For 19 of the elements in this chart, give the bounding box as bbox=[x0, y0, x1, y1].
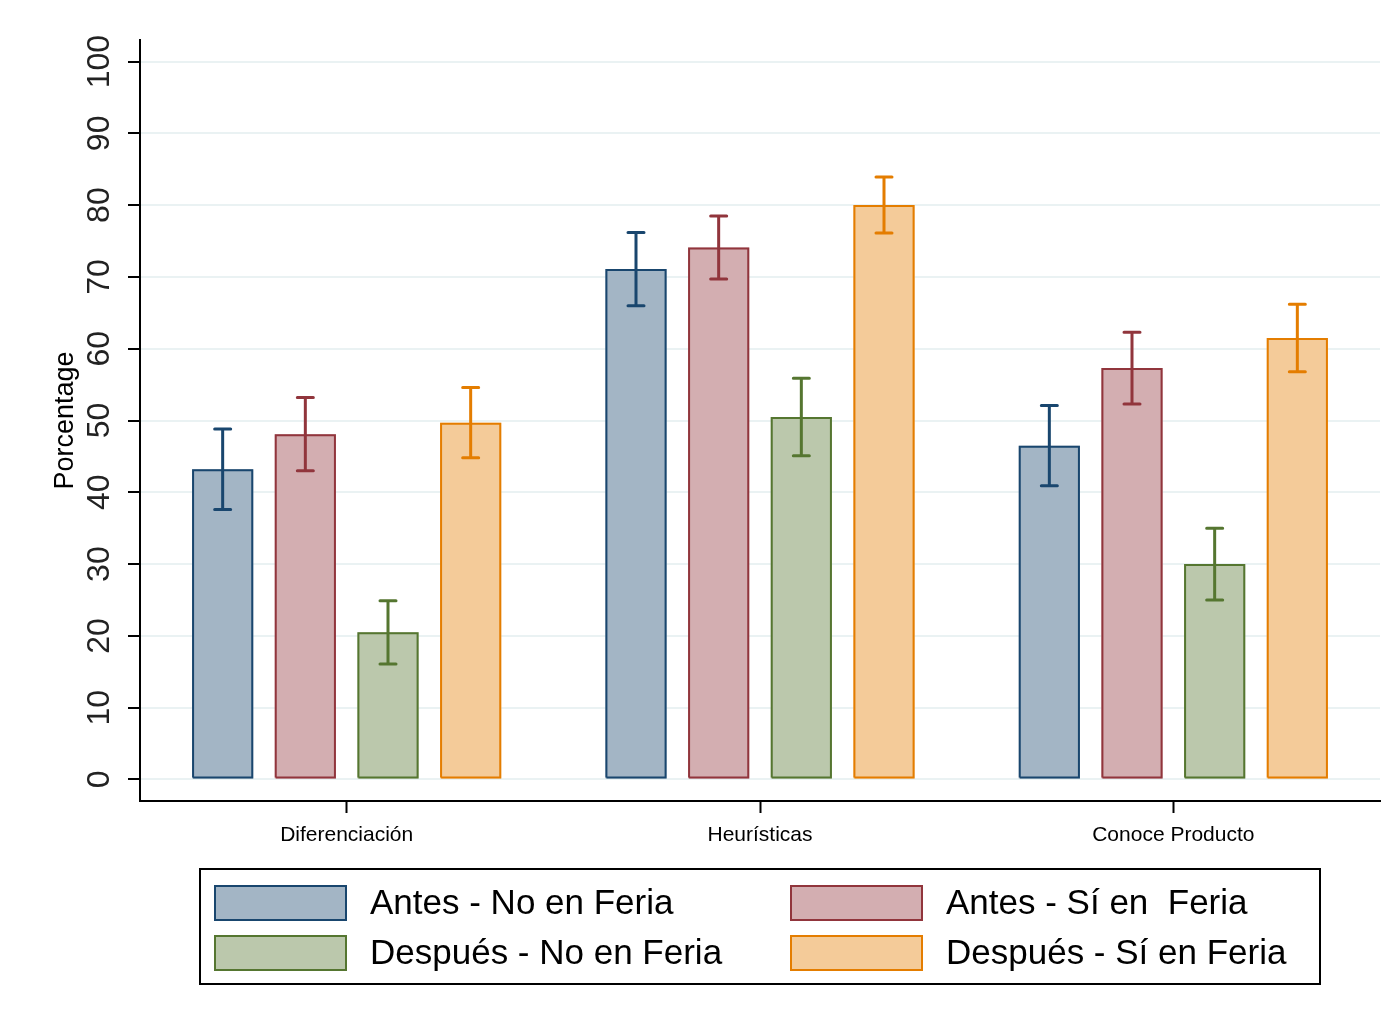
y-tick-label: 100 bbox=[80, 34, 117, 89]
legend-label: Antes - Sí en Feria bbox=[946, 881, 1249, 921]
x-tick-label: Conoce Producto bbox=[1092, 822, 1255, 846]
y-tick-label: 10 bbox=[80, 689, 117, 726]
legend-label: Antes - No en Feria bbox=[370, 881, 674, 921]
legend-label: Después - No en Feria bbox=[370, 931, 723, 971]
y-tick-label: 50 bbox=[80, 402, 117, 439]
y-tick-label: 70 bbox=[80, 259, 117, 295]
y-tick-label: 20 bbox=[80, 618, 117, 654]
y-tick-label: 80 bbox=[80, 187, 117, 223]
y-tick-label: 30 bbox=[80, 546, 117, 582]
x-tick-label: Heurísticas bbox=[707, 822, 813, 846]
y-tick-label: 0 bbox=[80, 770, 117, 789]
y-tick-label: 40 bbox=[80, 474, 117, 511]
y-tick-label: 60 bbox=[80, 330, 117, 367]
y-axis-title: Porcentage bbox=[48, 351, 79, 490]
x-tick-label: Diferenciación bbox=[280, 822, 414, 846]
legend-label: Después - Sí en Feria bbox=[946, 931, 1287, 971]
y-tick-label: 90 bbox=[80, 115, 117, 152]
